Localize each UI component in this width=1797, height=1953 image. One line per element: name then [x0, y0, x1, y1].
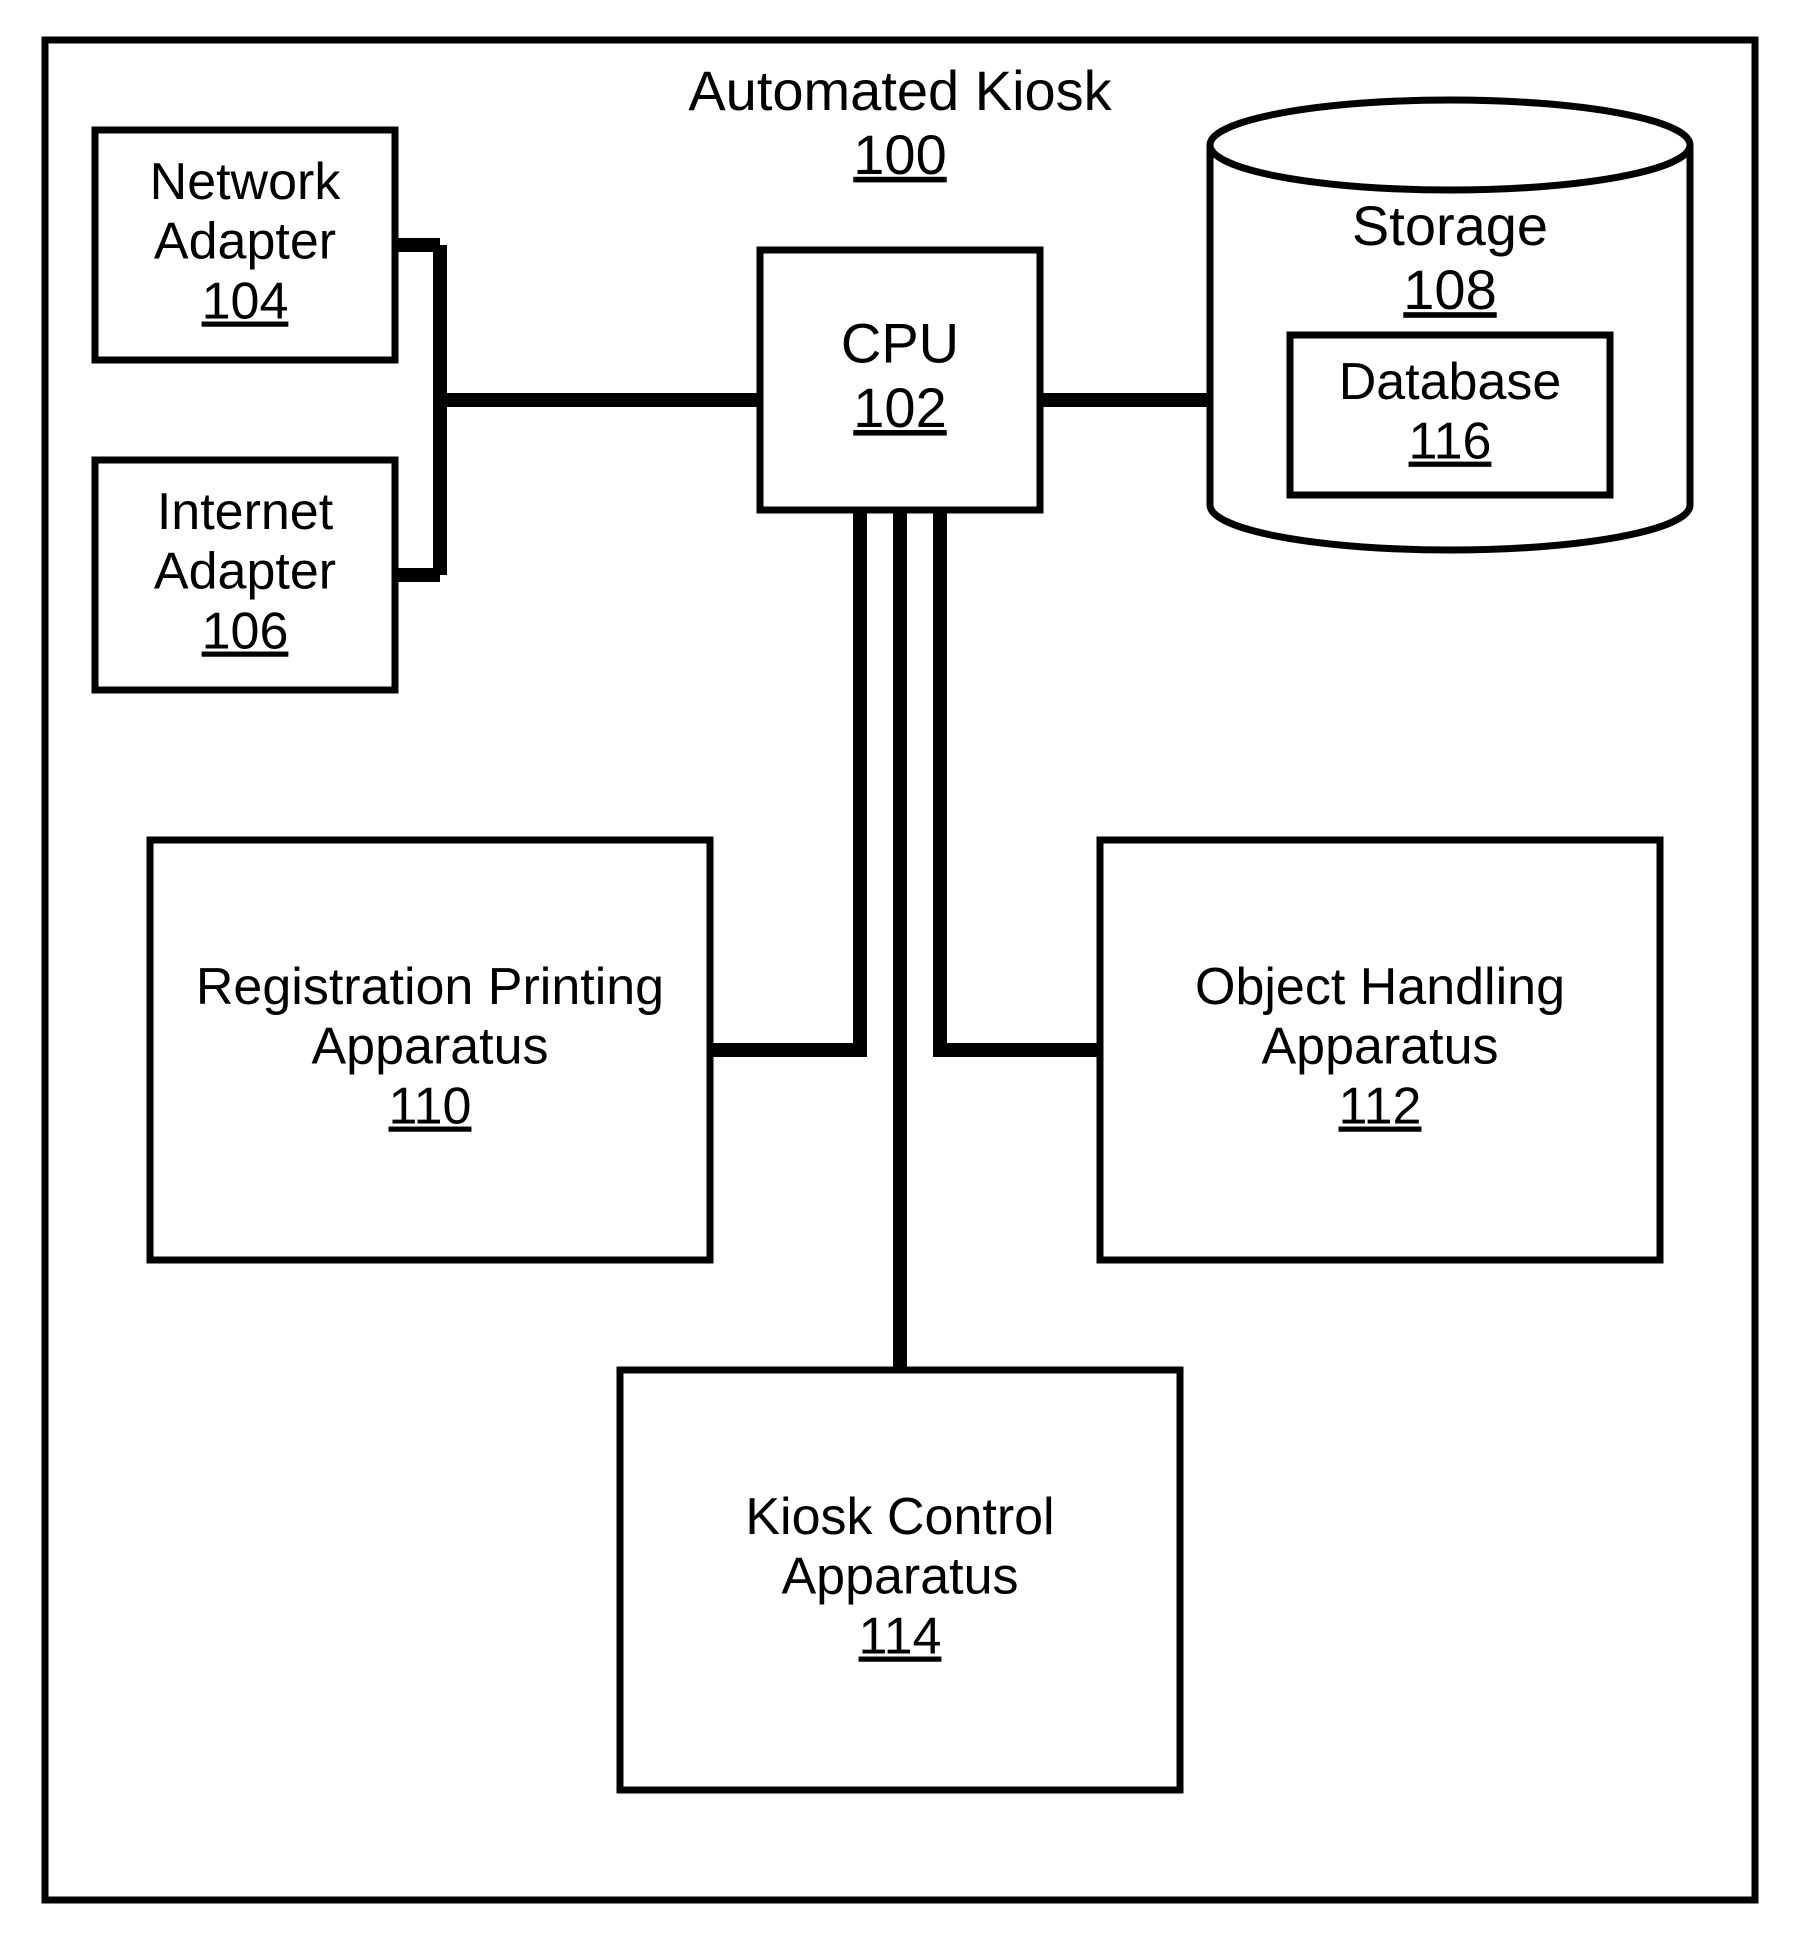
- node-storage-ref: 108: [1403, 258, 1496, 321]
- diagram-title: Automated Kiosk: [688, 59, 1112, 122]
- node-object-handling-label: Object Handling: [1195, 958, 1565, 1016]
- node-network-adapter-ref: 104: [202, 273, 289, 331]
- node-kiosk-control-label: Kiosk Control: [745, 1488, 1054, 1546]
- node-database-ref: 116: [1409, 413, 1492, 471]
- node-cpu-label: CPU: [841, 312, 959, 375]
- node-object-handling-label: Apparatus: [1261, 1018, 1498, 1076]
- node-registration-printing-label: Registration Printing: [196, 958, 664, 1016]
- block-diagram: Automated Kiosk100NetworkAdapter104Inter…: [0, 0, 1797, 1953]
- node-database-label: Database: [1339, 353, 1562, 411]
- node-storage-label: Storage: [1352, 194, 1548, 257]
- diagram-title-ref: 100: [853, 123, 946, 186]
- node-object-handling-ref: 112: [1339, 1078, 1422, 1136]
- node-network-adapter-label: Network: [150, 153, 342, 211]
- node-registration-printing-label: Apparatus: [311, 1018, 548, 1076]
- node-internet-adapter-label: Internet: [157, 483, 334, 541]
- node-kiosk-control-label: Apparatus: [781, 1548, 1018, 1606]
- node-network-adapter-label: Adapter: [154, 213, 336, 271]
- node-registration-printing-ref: 110: [389, 1078, 472, 1136]
- node-internet-adapter-label: Adapter: [154, 543, 336, 601]
- node-kiosk-control-ref: 114: [859, 1608, 942, 1666]
- node-internet-adapter-ref: 106: [202, 603, 289, 661]
- node-cpu-ref: 102: [853, 376, 946, 439]
